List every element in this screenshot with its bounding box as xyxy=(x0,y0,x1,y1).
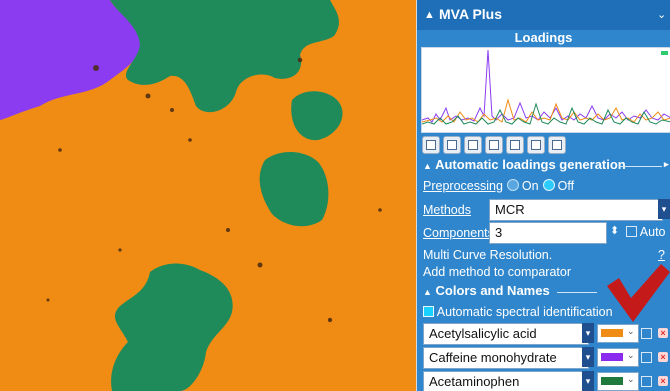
help-link[interactable]: ? xyxy=(658,248,665,262)
expand-icon[interactable]: ▲ xyxy=(423,161,432,171)
chevron-down-icon[interactable]: ▾ xyxy=(582,371,594,391)
check-icon xyxy=(607,264,670,322)
component-checkbox[interactable] xyxy=(641,375,652,389)
methods-select[interactable]: MCR xyxy=(489,199,663,221)
green-region-bottom xyxy=(111,263,233,391)
component-name: Acetaminophen xyxy=(429,374,520,389)
preprocessing-off-label: Off xyxy=(557,179,575,193)
dark-speckles xyxy=(46,57,382,323)
chevron-down-icon[interactable]: ▾ xyxy=(582,347,594,367)
colors-names-title: Colors and Names xyxy=(435,283,550,298)
auto-spectral-checkbox[interactable] xyxy=(423,306,434,317)
delete-icon[interactable]: × xyxy=(658,328,668,338)
green-region-right xyxy=(291,91,343,141)
method-value: MCR xyxy=(495,202,525,217)
auto-loadings-section-header[interactable]: ▲ Automatic loadings generation ▸ xyxy=(423,157,669,175)
chart-alt-icon[interactable] xyxy=(548,136,566,154)
grid-icon[interactable] xyxy=(506,136,524,154)
color-swatch[interactable]: ⌄ xyxy=(597,348,639,367)
component-name-field[interactable]: Caffeine monohydrate xyxy=(423,347,589,369)
component-checkbox[interactable] xyxy=(641,327,652,341)
section-divider xyxy=(619,166,662,167)
colors-names-section-header[interactable]: ▲ Colors and Names xyxy=(423,283,663,301)
preprocessing-on-label: On xyxy=(521,179,539,193)
component-name-field[interactable]: Acetaminophen xyxy=(423,371,589,391)
auto-label: Auto xyxy=(639,225,666,239)
series-orange xyxy=(422,98,670,123)
auto-spectral-row: Automatic spectral identification xyxy=(423,305,613,319)
chevron-down-icon[interactable]: ▾ xyxy=(658,199,670,219)
preprocessing-on-radio[interactable] xyxy=(506,179,519,191)
chevron-down-icon[interactable]: ⌄ xyxy=(657,9,667,21)
image-map[interactable] xyxy=(0,0,416,391)
export-icon[interactable] xyxy=(464,136,482,154)
green-region-top xyxy=(110,0,339,113)
method-description: Multi Curve Resolution. xyxy=(423,248,553,262)
auto-loadings-title: Automatic loadings generation xyxy=(435,157,626,172)
loadings-spectra xyxy=(422,49,670,125)
color-swatch[interactable]: ⌄ xyxy=(597,372,639,391)
series-green xyxy=(422,102,670,125)
panel-divider[interactable] xyxy=(416,0,417,391)
loadings-title: Loadings xyxy=(514,30,573,45)
auto-checkbox[interactable] xyxy=(626,226,637,237)
preprocessing-off-radio[interactable] xyxy=(542,179,555,191)
section-divider xyxy=(557,292,597,293)
component-checkbox[interactable] xyxy=(641,351,652,365)
methods-link[interactable]: Methods xyxy=(423,203,471,217)
components-value: 3 xyxy=(495,225,503,240)
chart-icon[interactable] xyxy=(527,136,545,154)
loadings-plot[interactable] xyxy=(421,47,670,133)
color-swatch[interactable]: ⌄ xyxy=(597,324,639,343)
preprocessing-link[interactable]: Preprocessing xyxy=(423,179,503,193)
delete-icon[interactable]: × xyxy=(658,352,668,362)
component-name: Acetylsalicylic acid xyxy=(429,326,537,341)
mva-plus-panel: ▲ MVA Plus ⌄ Loadings ▲ Automatic loadin… xyxy=(417,0,670,391)
components-link[interactable]: Components xyxy=(423,226,494,240)
component-name: Caffeine monohydrate xyxy=(429,350,557,365)
panel-title-bar[interactable]: ▲ MVA Plus ⌄ xyxy=(417,0,670,30)
delete-icon[interactable]: × xyxy=(658,376,668,386)
chevron-down-icon[interactable]: ▾ xyxy=(582,323,594,343)
chevron-right-icon[interactable]: ▸ xyxy=(664,159,669,169)
purple-region xyxy=(0,0,142,120)
copy-icon[interactable] xyxy=(443,136,461,154)
panel-title: MVA Plus xyxy=(439,6,503,22)
legend-marker xyxy=(661,51,668,55)
auto-checkbox-row: Auto xyxy=(626,225,666,239)
stepper-icon[interactable]: ⬍ xyxy=(610,225,620,237)
add-to-comparator-link[interactable]: Add method to comparator xyxy=(423,265,571,279)
series-purple xyxy=(422,49,670,123)
components-input[interactable]: 3 xyxy=(489,222,607,244)
table-icon[interactable] xyxy=(485,136,503,154)
component-name-field[interactable]: Acetylsalicylic acid xyxy=(423,323,589,345)
preprocessing-row: Preprocessing On Off xyxy=(423,179,574,193)
expand-icon[interactable]: ▲ xyxy=(423,287,432,297)
info-icon[interactable] xyxy=(422,136,440,154)
auto-spectral-label: Automatic spectral identification xyxy=(436,305,613,319)
component-distribution-image xyxy=(0,0,382,391)
green-region-mid-right xyxy=(259,151,329,227)
collapse-icon[interactable]: ▲ xyxy=(424,9,435,21)
